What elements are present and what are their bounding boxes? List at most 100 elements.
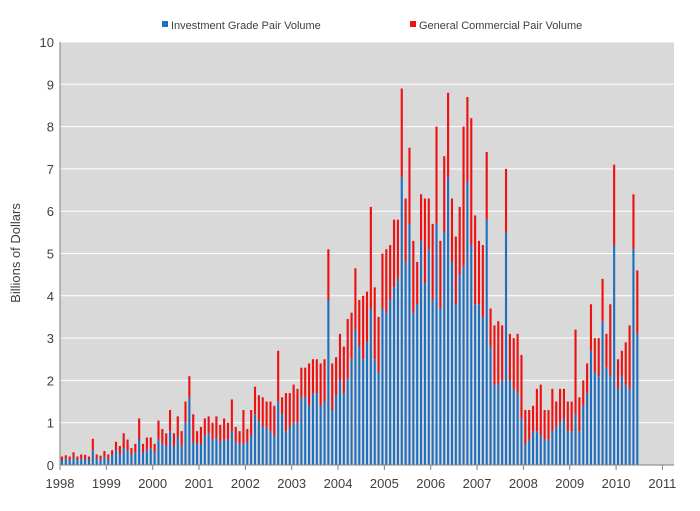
bar-general-commercial	[400, 88, 403, 178]
bar-investment-grade	[362, 359, 365, 465]
bar-general-commercial	[439, 240, 442, 309]
bar-general-commercial	[292, 384, 295, 423]
x-tick-label: 2009	[555, 476, 584, 491]
x-tick-label: 2011	[648, 476, 676, 491]
bar-investment-grade	[392, 287, 396, 465]
bar-general-commercial	[64, 455, 67, 459]
bar-general-commercial	[620, 350, 623, 377]
bar-investment-grade	[207, 433, 210, 465]
bar-general-commercial	[153, 443, 156, 453]
bar-investment-grade	[485, 219, 488, 465]
bar-investment-grade	[396, 278, 399, 465]
bar-investment-grade	[196, 443, 199, 465]
bar-investment-grade	[632, 249, 635, 465]
bar-general-commercial	[562, 388, 566, 419]
y-tick-label: 3	[47, 331, 54, 346]
bar-general-commercial	[593, 338, 596, 372]
bar-investment-grade	[562, 418, 566, 465]
bar-investment-grade	[481, 316, 484, 465]
bar-investment-grade	[531, 431, 535, 465]
bars	[60, 88, 639, 466]
bar-general-commercial	[605, 333, 608, 368]
bar-general-commercial	[385, 249, 388, 313]
bar-investment-grade	[114, 450, 118, 465]
bar-general-commercial	[203, 418, 206, 436]
bar-investment-grade	[308, 405, 311, 465]
x-tick-label: 2003	[277, 476, 306, 491]
bar-general-commercial	[512, 338, 515, 389]
y-tick-label: 9	[47, 77, 54, 92]
bar-investment-grade	[423, 283, 426, 465]
bar-general-commercial	[516, 333, 519, 394]
bar-general-commercial	[477, 240, 481, 305]
bar-investment-grade	[103, 456, 106, 465]
bar-investment-grade	[161, 443, 164, 465]
bar-investment-grade	[616, 388, 620, 465]
bar-general-commercial	[589, 304, 593, 351]
bar-investment-grade	[168, 431, 172, 465]
bar-investment-grade	[242, 443, 245, 465]
bar-investment-grade	[578, 431, 581, 465]
bar-general-commercial	[539, 384, 542, 436]
bar-investment-grade	[559, 422, 562, 465]
bar-investment-grade	[300, 397, 303, 465]
bar-investment-grade	[64, 458, 67, 465]
legend-label-general-commercial: General Commercial Pair Volume	[419, 20, 582, 32]
bar-investment-grade	[377, 371, 380, 465]
y-tick-label: 1	[47, 416, 54, 431]
bar-investment-grade	[628, 388, 631, 465]
bar-general-commercial	[199, 426, 203, 444]
x-tick-label: 2010	[602, 476, 631, 491]
bar-investment-grade	[118, 454, 121, 465]
bar-general-commercial	[192, 414, 195, 442]
bar-general-commercial	[420, 194, 423, 241]
bar-investment-grade	[223, 439, 226, 465]
bar-general-commercial	[392, 219, 396, 288]
bar-investment-grade	[246, 441, 249, 465]
bar-general-commercial	[253, 386, 257, 415]
bar-general-commercial	[107, 454, 110, 460]
bar-general-commercial	[616, 359, 620, 389]
bar-general-commercial	[346, 319, 349, 379]
bar-general-commercial	[323, 359, 326, 402]
bar-general-commercial	[613, 164, 616, 246]
bar-general-commercial	[350, 312, 353, 360]
bar-investment-grade	[265, 426, 268, 465]
bar-general-commercial	[404, 198, 407, 262]
bar-investment-grade	[354, 329, 357, 465]
bar-investment-grade	[346, 378, 349, 465]
x-tick-label: 2007	[463, 476, 492, 491]
bar-investment-grade	[350, 359, 353, 465]
bar-investment-grade	[315, 393, 318, 465]
bar-investment-grade	[613, 245, 616, 465]
bar-investment-grade	[226, 439, 230, 465]
bar-general-commercial	[450, 198, 454, 262]
bar-general-commercial	[628, 325, 631, 389]
bar-general-commercial	[543, 410, 546, 440]
bar-investment-grade	[551, 431, 554, 465]
bar-general-commercial	[145, 437, 148, 451]
bar-general-commercial	[474, 215, 477, 305]
bar-investment-grade	[323, 401, 326, 465]
bar-general-commercial	[308, 363, 311, 406]
bar-investment-grade	[574, 414, 577, 465]
y-axis-label: Billions of Dollars	[8, 203, 23, 303]
bar-investment-grade	[126, 450, 129, 465]
bar-investment-grade	[296, 422, 299, 465]
bar-general-commercial	[535, 388, 538, 432]
bar-general-commercial	[134, 443, 137, 453]
bar-investment-grade	[138, 439, 141, 465]
bar-general-commercial	[408, 147, 411, 224]
bar-general-commercial	[369, 206, 372, 309]
bar-general-commercial	[636, 270, 639, 334]
bar-investment-grade	[412, 312, 415, 465]
bar-general-commercial	[141, 443, 145, 453]
bar-investment-grade	[609, 376, 612, 465]
bar-general-commercial	[431, 223, 434, 301]
bar-general-commercial	[168, 410, 172, 432]
bar-general-commercial	[559, 388, 562, 423]
bar-general-commercial	[176, 416, 179, 438]
bar-investment-grade	[570, 431, 573, 465]
bar-investment-grade	[493, 384, 496, 465]
bar-general-commercial	[416, 261, 419, 305]
